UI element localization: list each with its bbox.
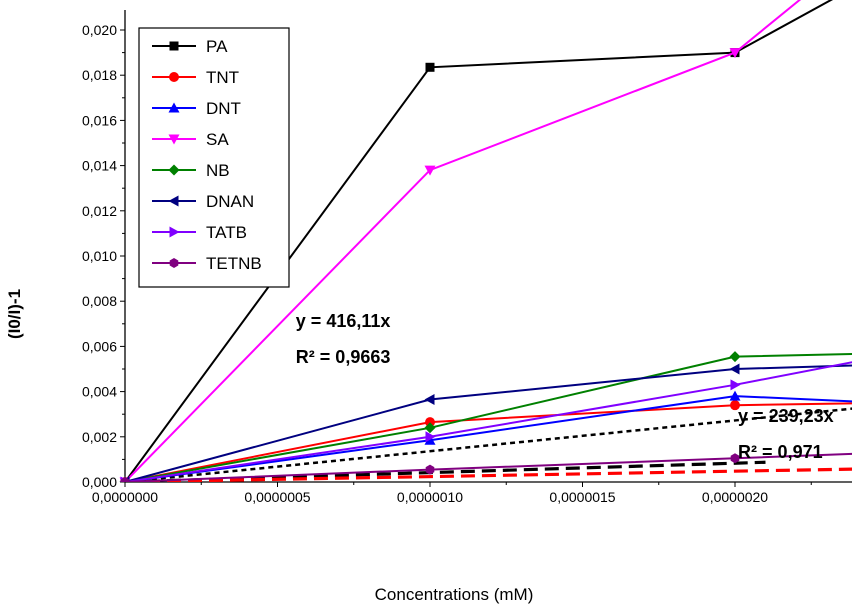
fit-equation: y = 416,11x [296, 311, 391, 331]
y-tick-label: 0,002 [82, 429, 117, 445]
marker-hexagon [120, 477, 130, 482]
x-tick-label: 0,0000020 [702, 489, 768, 505]
fit-line [124, 467, 852, 482]
x-tick-label: 0,0000015 [549, 489, 615, 505]
y-tick-label: 0,012 [82, 203, 117, 219]
marker-hexagon [730, 453, 740, 464]
legend-label: TATB [206, 223, 247, 242]
x-tick-label: 0,0000005 [244, 489, 310, 505]
marker-diamond [424, 422, 436, 434]
marker-square [169, 41, 179, 51]
legend-label: TETNB [206, 254, 262, 273]
marker-triangle-right [169, 226, 180, 238]
marker-triangle-down [168, 134, 180, 145]
series-line [124, 402, 852, 482]
marker-triangle-up [729, 390, 741, 401]
axes: 0,000 0,002 0,004 0,006 0,008 0,010 0,012 0,014… [82, 10, 852, 505]
y-axis-label: (I0/I)-1 [5, 289, 24, 339]
y-tick-label: 0,018 [82, 67, 117, 83]
fit-r2: R² = 0,971 [738, 442, 823, 462]
y-tick-label: 0,010 [82, 248, 117, 264]
legend-label: SA [206, 130, 229, 149]
y-tick-label: 0,016 [82, 112, 117, 128]
marker-triangle-left [729, 363, 740, 375]
marker-diamond [729, 351, 741, 363]
marker-diamond [168, 164, 180, 176]
fit-equation: y = 239,23x [738, 406, 834, 426]
marker-square [425, 62, 435, 72]
legend-label: DNAN [206, 192, 254, 211]
marker-hexagon [169, 258, 179, 268]
legend-box [138, 27, 290, 288]
series-line [124, 361, 852, 482]
y-tick-label: 0,004 [82, 384, 117, 400]
y-tick-label: 0,000 [82, 474, 117, 490]
x-tick-label: 0,0000010 [397, 489, 463, 505]
marker-triangle-left [168, 195, 179, 207]
legend: PA TNT DNT SA NB DNAN TATB TETNB [138, 27, 290, 288]
marker-hexagon [425, 464, 435, 475]
marker-triangle-down [729, 48, 741, 59]
fit-line [124, 407, 852, 482]
series-line [124, 0, 802, 482]
marker-triangle-up [168, 102, 180, 113]
fit-lines [124, 407, 852, 482]
marker-circle [425, 417, 435, 428]
y-tick-label: 0,014 [82, 158, 117, 174]
x-tick-label: 0,0000000 [92, 489, 158, 505]
series-line [124, 364, 852, 482]
series-line [124, 352, 852, 482]
y-tick-label: 0,020 [82, 22, 117, 38]
fit-r2: R² = 0,9663 [296, 347, 391, 367]
marker-triangle-right [425, 431, 436, 443]
legend-label: NB [206, 161, 230, 180]
x-axis-label: Concentrations (mM) [375, 585, 534, 604]
series-line [124, 395, 852, 482]
series-line [124, 452, 852, 482]
legend-label: DNT [206, 99, 241, 118]
legend-label: TNT [206, 68, 239, 87]
y-tick-label: 0,006 [82, 338, 117, 354]
marker-triangle-right [730, 379, 741, 391]
marker-triangle-down [424, 165, 436, 176]
marker-triangle-left [424, 394, 435, 406]
marker-circle [730, 400, 740, 411]
y-tick-label: 0,008 [82, 293, 117, 309]
series-lines [119, 0, 852, 482]
marker-circle [169, 72, 179, 82]
legend-label: PA [206, 37, 228, 56]
